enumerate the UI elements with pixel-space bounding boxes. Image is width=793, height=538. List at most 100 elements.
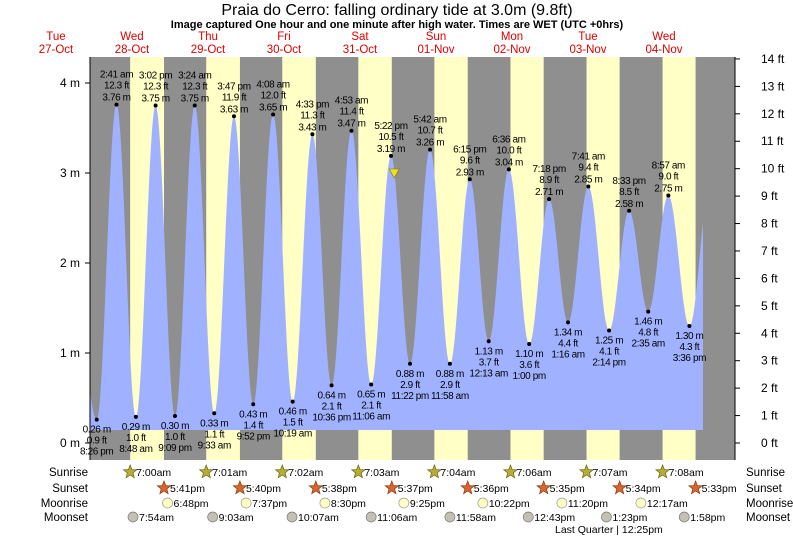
low-tide-point xyxy=(172,414,177,418)
moonset-icon xyxy=(678,511,690,523)
low-tide-point xyxy=(212,411,217,416)
day-date: 28-Oct xyxy=(115,44,150,56)
sunrise-row-label: Sunrise xyxy=(49,467,88,479)
moonrise-icon xyxy=(635,497,647,509)
tide-height-m: 0.46 m xyxy=(279,407,307,418)
moonset-time: 11:06am xyxy=(377,512,417,524)
tide-height-ft: 2.1 ft xyxy=(322,401,342,412)
day-of-week: Wed xyxy=(652,31,675,43)
moonset-icon xyxy=(522,511,534,523)
high-tide-point xyxy=(666,193,671,198)
tide-height-ft: 9.6 ft xyxy=(460,155,480,166)
moonrise-time: 8:30pm xyxy=(331,498,366,510)
y-tick-label: 3 m xyxy=(60,166,80,180)
tide-height-m: 0.88 m xyxy=(436,369,464,380)
sunset-time: 5:41pm xyxy=(170,483,205,495)
tide-height-m: 0.64 m xyxy=(317,390,345,401)
moonrise-time: 9:25pm xyxy=(410,498,445,510)
moonrise-icon xyxy=(240,497,252,509)
tide-time: 1:00 pm xyxy=(512,371,545,382)
tide-height-m: 0.29 m xyxy=(122,422,150,433)
low-tide-point xyxy=(251,402,256,407)
moonrise-time: 6:48pm xyxy=(174,498,209,510)
moonrise-row-label: Moonrise xyxy=(41,498,88,510)
y2-tick-label: 10 ft xyxy=(761,162,785,176)
tide-time: 4:53 am xyxy=(335,96,368,107)
tide-height-m: 3.63 m xyxy=(220,104,248,115)
tide-time: 4:33 pm xyxy=(296,99,329,110)
high-tide-point xyxy=(271,112,276,117)
tide-time: 7:18 pm xyxy=(532,164,565,175)
high-tide-point xyxy=(586,184,591,189)
chart-title: Praia do Cerro: falling ordinary tide at… xyxy=(221,2,572,19)
y2-tick-label: 13 ft xyxy=(761,79,785,93)
sunset-time: 5:40pm xyxy=(246,483,281,495)
tide-time: 11:06 am xyxy=(352,412,390,423)
sunset-icon xyxy=(460,480,476,495)
tide-time: 7:41 am xyxy=(572,152,605,163)
day-date: 03-Nov xyxy=(569,44,606,56)
tide-time: 8:33 pm xyxy=(612,176,645,187)
sunset-time: 5:35pm xyxy=(550,483,585,495)
tide-height-ft: 12.3 ft xyxy=(143,82,169,93)
day-date: 01-Nov xyxy=(417,44,454,56)
moonrise-time: 10:22pm xyxy=(489,498,530,510)
low-tide-point xyxy=(566,320,571,325)
day-date: 04-Nov xyxy=(645,44,682,56)
tide-height-ft: 4.8 ft xyxy=(638,328,658,339)
tide-height-ft: 1.5 ft xyxy=(283,418,303,429)
tide-height-ft: 11.9 ft xyxy=(222,92,247,103)
low-tide-point xyxy=(133,414,138,419)
sunrise-icon xyxy=(274,464,290,479)
sunset-time: 5:34pm xyxy=(626,483,661,495)
tide-height-m: 1.10 m xyxy=(515,349,543,360)
moonset-time: 9:03am xyxy=(219,512,254,524)
tide-height-ft: 11.4 ft xyxy=(339,107,364,118)
y-tick-label: 4 m xyxy=(60,76,80,90)
moonset-icon xyxy=(444,511,456,523)
tide-time: 1:16 am xyxy=(551,349,584,360)
tide-height-ft: 12.0 ft xyxy=(261,91,287,102)
tide-height-m: 3.04 m xyxy=(495,157,523,168)
tide-time: 4:08 am xyxy=(256,80,289,91)
moonset-icon xyxy=(127,511,139,523)
moonrise-icon xyxy=(162,497,173,509)
sunrise-time: 7:01am xyxy=(212,467,247,479)
y-tick-label: 1 m xyxy=(60,346,80,360)
sunset-icon xyxy=(687,480,704,495)
tide-height-m: 0.30 m xyxy=(161,421,189,432)
moonset-time: 11:58am xyxy=(456,512,496,524)
tide-height-ft: 4.3 ft xyxy=(679,342,699,353)
moonset-time: 7:54am xyxy=(139,512,174,524)
tide-height-m: 0.65 m xyxy=(357,390,385,401)
tide-height-ft: 9.0 ft xyxy=(658,172,678,183)
tide-height-ft: 12.3 ft xyxy=(104,81,130,92)
tide-area xyxy=(90,104,703,430)
sunset-time: 5:37pm xyxy=(398,483,433,495)
sunset-icon xyxy=(308,480,324,495)
moonset-time: 12:43pm xyxy=(534,512,575,524)
tide-time: 9:52 pm xyxy=(237,431,270,442)
high-tide-point xyxy=(349,128,354,133)
y2-tick-label: 4 ft xyxy=(761,326,778,340)
day-of-week: Fri xyxy=(277,31,290,43)
tide-height-ft: 1.1 ft xyxy=(204,429,224,440)
sunset-icon xyxy=(536,480,552,495)
moonrise-time: 7:37pm xyxy=(252,498,287,510)
tide-height-m: 3.19 m xyxy=(377,144,405,155)
sunset-icon xyxy=(612,480,628,495)
day-date: 31-Oct xyxy=(343,44,378,56)
tide-time: 11:22 pm xyxy=(391,391,429,402)
y-tick-label: 0 m xyxy=(60,436,80,450)
tide-height-m: 1.30 m xyxy=(675,331,703,342)
y2-tick-label: 6 ft xyxy=(761,271,778,285)
day-date: 02-Nov xyxy=(493,44,530,56)
low-tide-point xyxy=(486,339,491,344)
tide-height-ft: 2.9 ft xyxy=(440,380,460,391)
y2-tick-label: 2 ft xyxy=(761,381,778,395)
tide-time: 5:22 pm xyxy=(374,121,407,132)
day-of-week: Mon xyxy=(501,31,523,43)
day-date: 29-Oct xyxy=(191,44,226,56)
tide-height-m: 0.88 m xyxy=(396,369,424,380)
high-tide-point xyxy=(153,103,158,108)
